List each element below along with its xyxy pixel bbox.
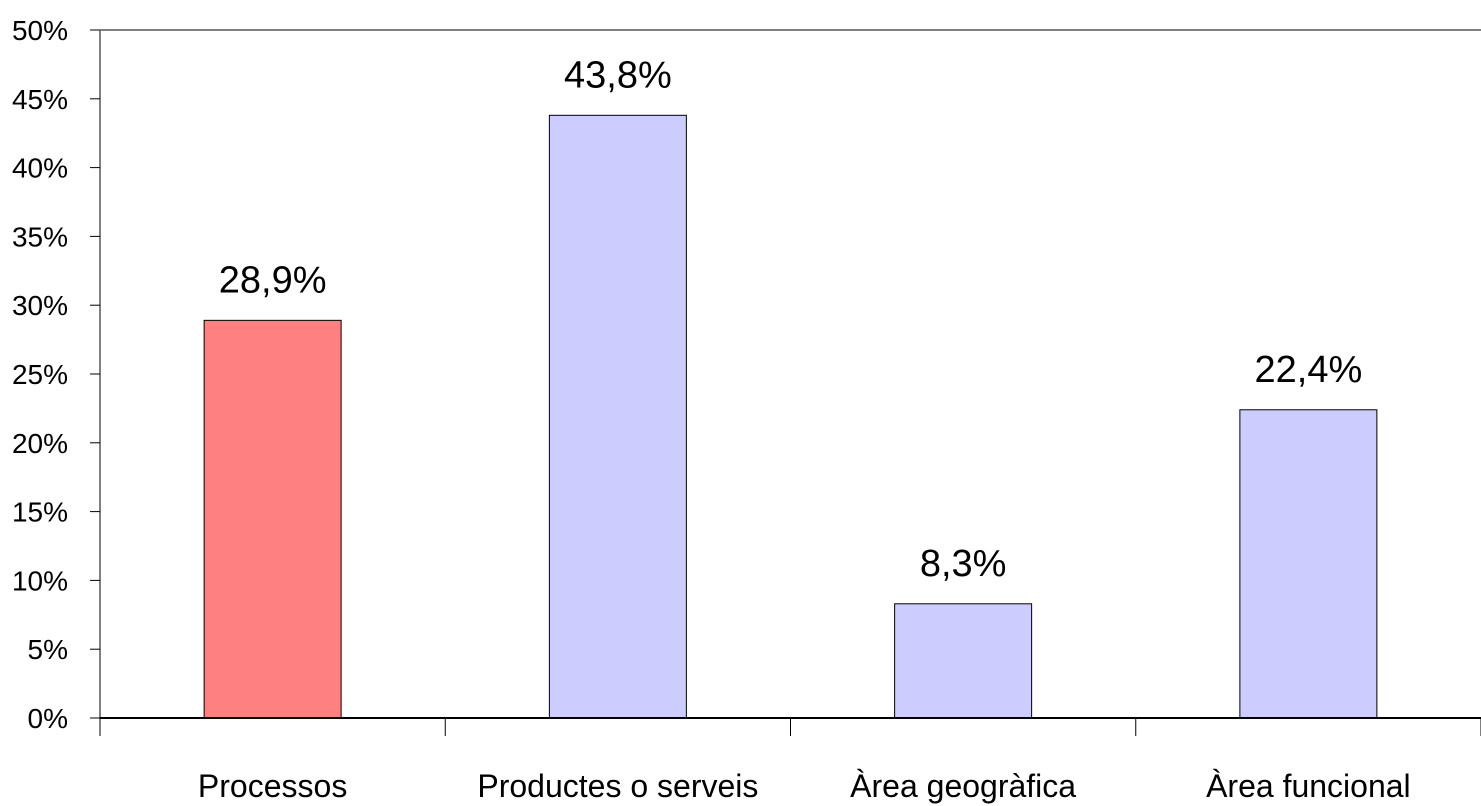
bar bbox=[203, 319, 342, 719]
y-tick-label: 30% bbox=[12, 290, 68, 321]
bars: 28,9% 43,8% 8,3% 22,4% bbox=[203, 54, 1378, 719]
bar bbox=[1239, 409, 1378, 719]
y-tick-label: 15% bbox=[12, 497, 68, 528]
x-tick-label: Productes o serveis bbox=[477, 768, 758, 804]
data-label: 22,4% bbox=[1255, 349, 1363, 391]
y-tick-label: 10% bbox=[12, 565, 68, 596]
data-label: 28,9% bbox=[219, 259, 327, 301]
bar bbox=[548, 114, 687, 719]
y-axis: 0% 5% 10% 15% 20% 25% 30% 35% 40% 45% 50% bbox=[12, 15, 100, 734]
y-tick-label: 50% bbox=[12, 15, 68, 46]
y-tick-label: 0% bbox=[28, 703, 68, 734]
y-tick-label: 45% bbox=[12, 84, 68, 115]
y-tick-label: 25% bbox=[12, 359, 68, 390]
x-tick-label: Àrea geogràfica bbox=[850, 768, 1076, 804]
x-tick-label: Àrea funcional bbox=[1206, 768, 1411, 804]
y-tick-label: 35% bbox=[12, 221, 68, 252]
data-label: 8,3% bbox=[920, 543, 1007, 585]
x-axis: Processos Productes o serveis Àrea geogràf… bbox=[99, 717, 1481, 804]
y-tick-label: 20% bbox=[12, 428, 68, 459]
bar bbox=[894, 603, 1033, 719]
data-label: 43,8% bbox=[564, 54, 672, 96]
y-tick-label: 5% bbox=[28, 634, 68, 665]
y-tick-label: 40% bbox=[12, 153, 68, 184]
x-tick-label: Processos bbox=[198, 768, 347, 804]
